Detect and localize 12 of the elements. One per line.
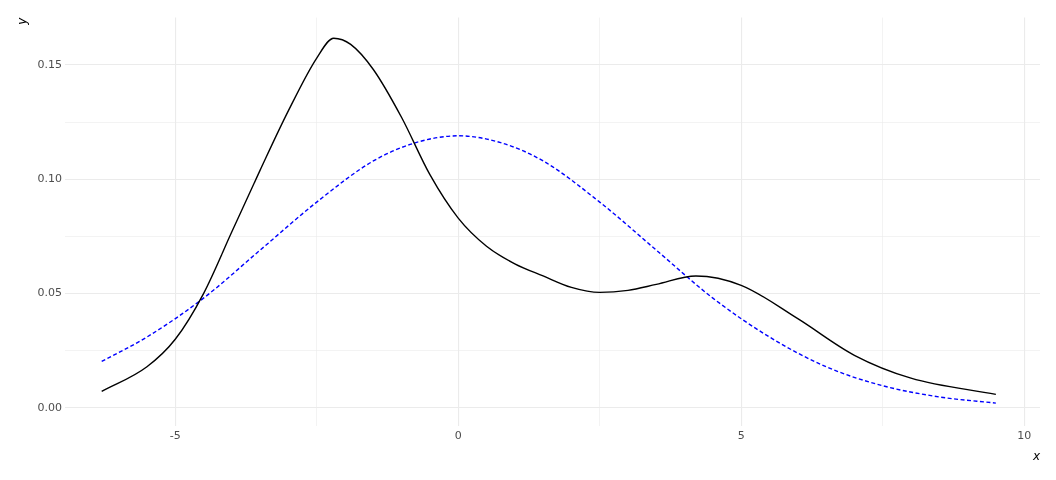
x-tick-label: 5 <box>737 428 745 442</box>
x-tick-label: 10 <box>1017 428 1032 442</box>
y-axis-title: y <box>15 16 30 26</box>
y-tick-label: 0.10 <box>37 172 62 186</box>
x-tick-label: -5 <box>169 428 181 442</box>
x-axis-title: x <box>1031 448 1041 463</box>
y-tick-label: 0.15 <box>37 57 62 71</box>
y-tick-label: 0.05 <box>37 286 62 300</box>
line-series <box>100 37 997 396</box>
y-tick-label: 0.00 <box>37 400 62 414</box>
x-tick-label: 0 <box>454 428 462 442</box>
line-series <box>100 135 997 404</box>
